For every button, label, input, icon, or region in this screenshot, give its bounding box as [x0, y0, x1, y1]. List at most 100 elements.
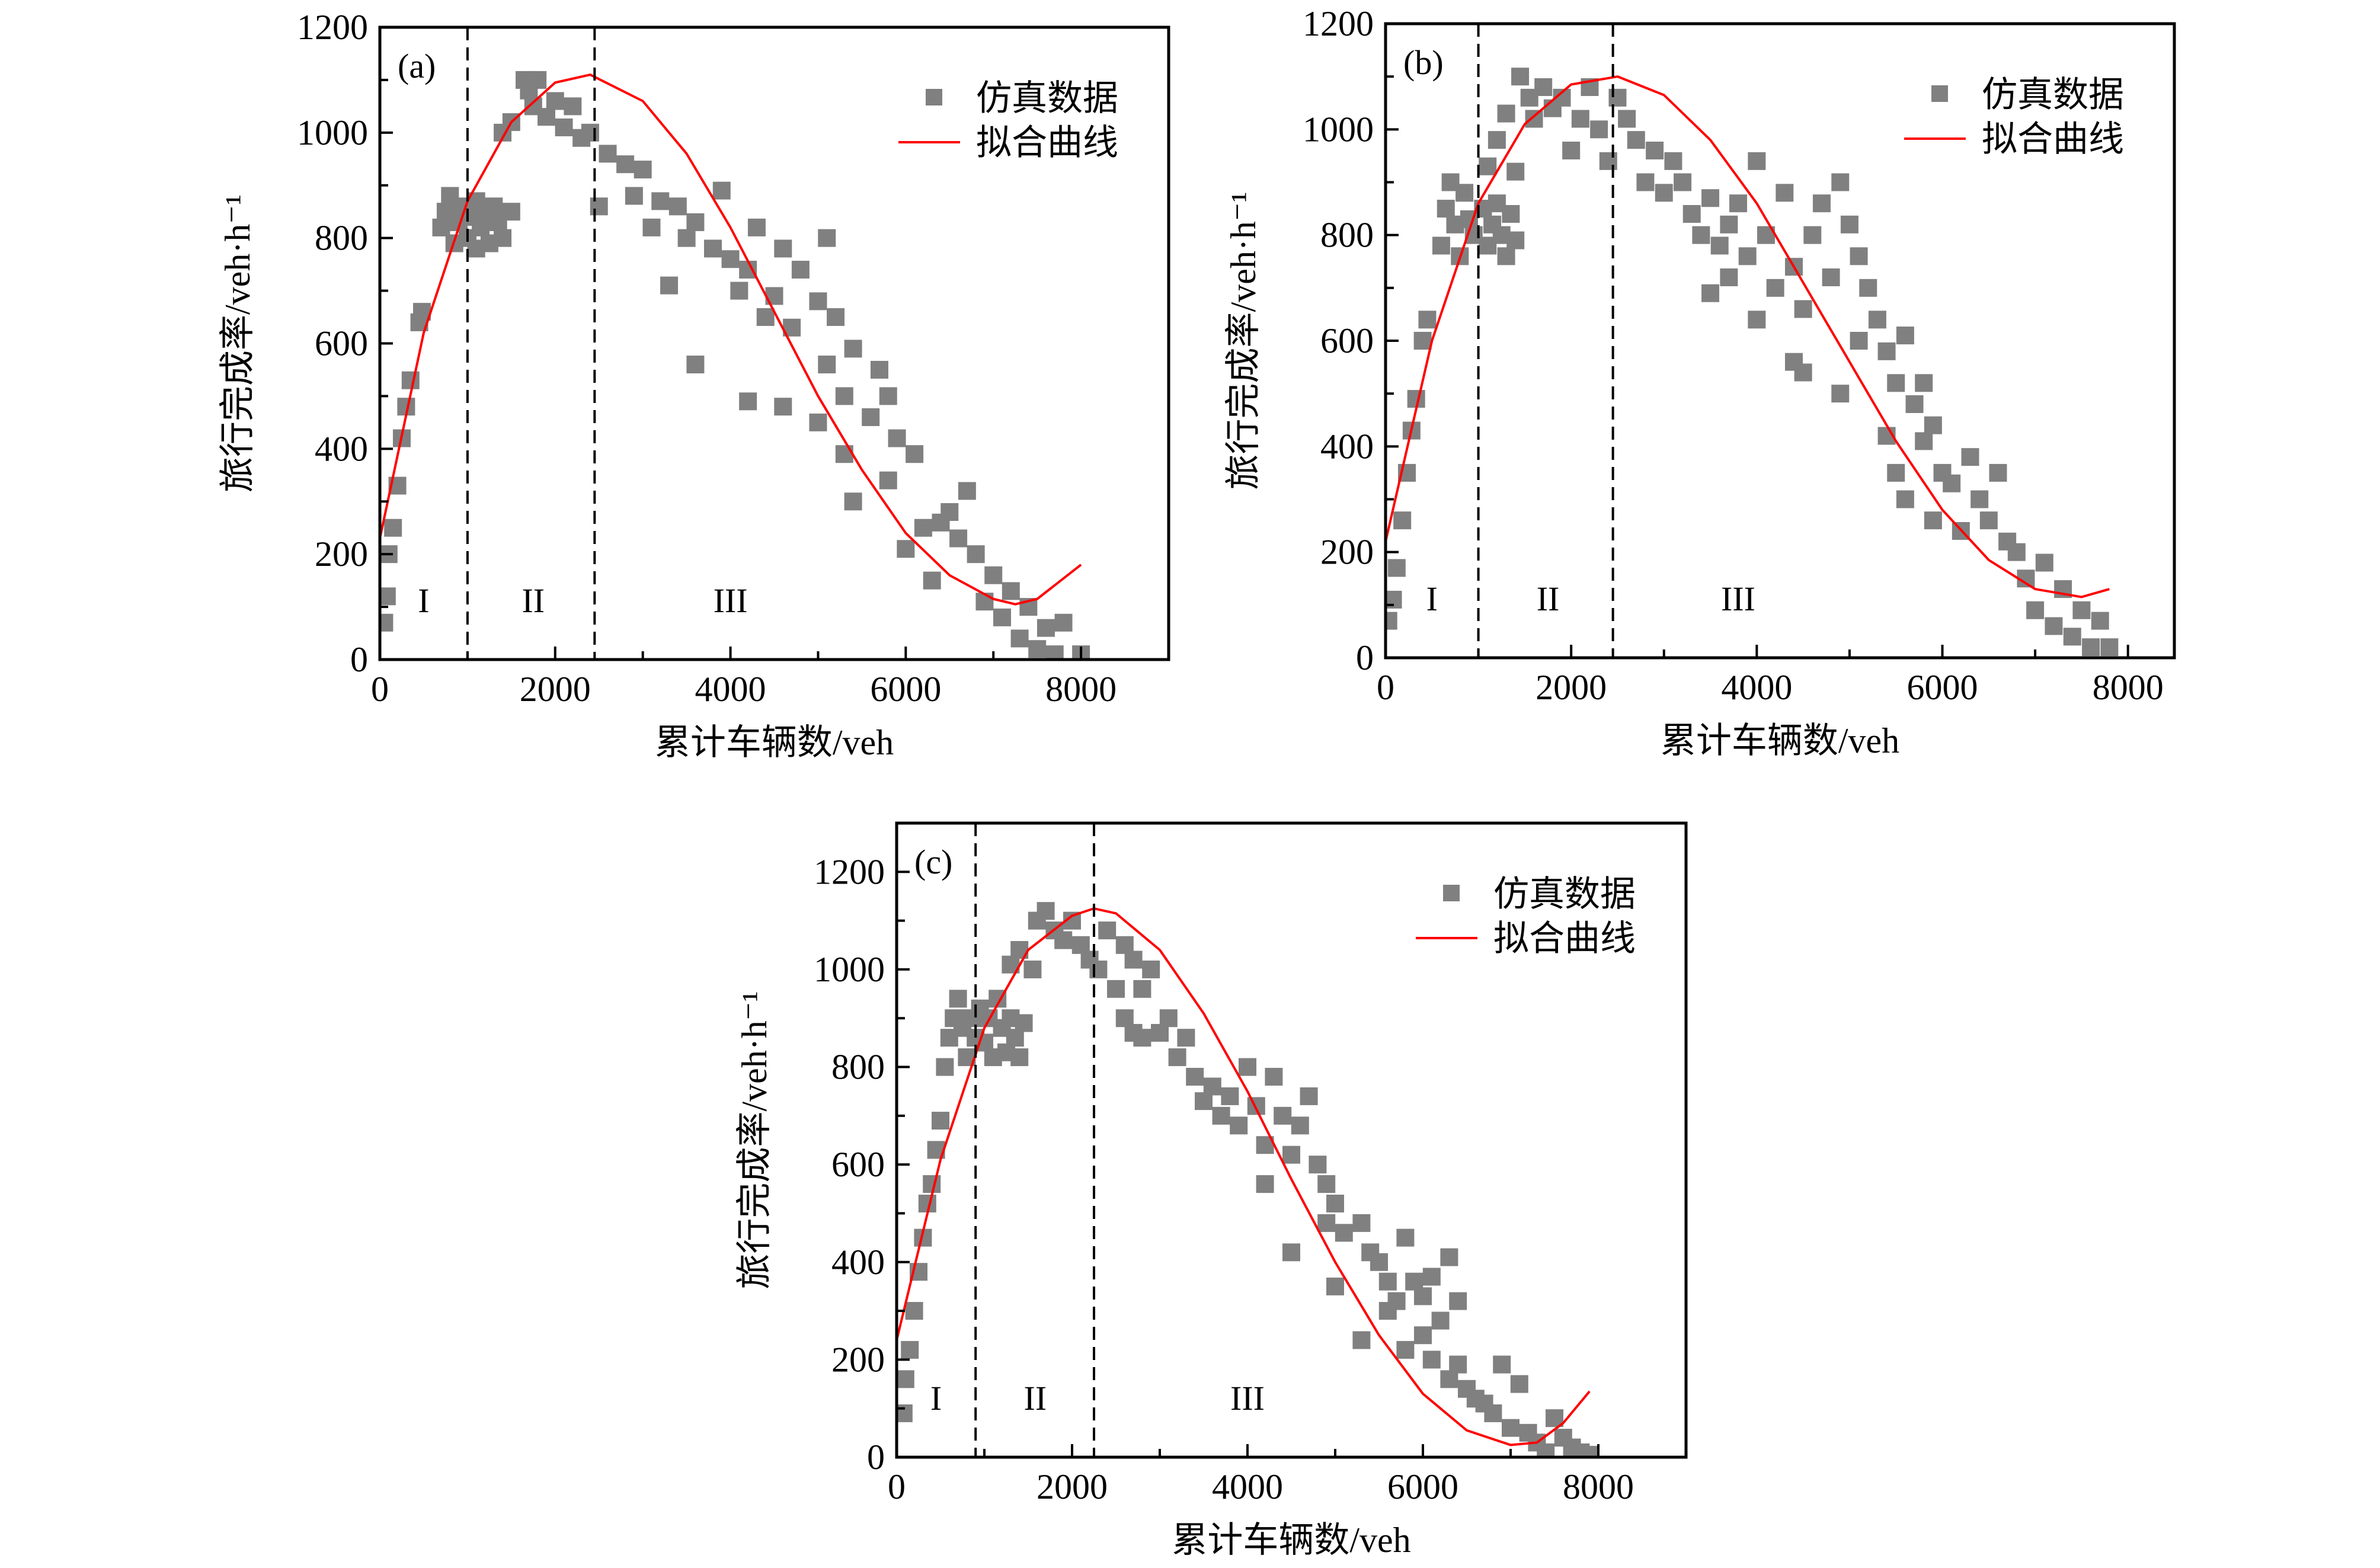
scatter-point — [1413, 332, 1432, 350]
scatter-point — [712, 181, 731, 200]
scatter-point — [1970, 490, 1989, 508]
scatter-point — [1177, 1029, 1195, 1047]
scatter-point — [1326, 1195, 1344, 1212]
x-tick-label: 8000 — [1045, 670, 1117, 709]
region-label: III — [1721, 580, 1755, 618]
scatter-point — [2035, 553, 2053, 572]
scatter-point — [967, 545, 985, 564]
y-tick-label: 200 — [1320, 533, 1374, 572]
region-label: II — [522, 581, 545, 620]
panel-label: (c) — [914, 843, 952, 881]
scatter-point — [1887, 463, 1905, 482]
fit-curve — [380, 73, 1082, 606]
scatter-point — [1300, 1087, 1318, 1105]
scatter-point — [384, 519, 402, 537]
scatter-point — [941, 503, 959, 521]
scatter-point — [564, 97, 582, 116]
scatter-point — [1133, 1029, 1151, 1047]
scatter-point — [1608, 88, 1627, 107]
scatter-point — [1107, 980, 1125, 998]
y-tick-label: 1000 — [297, 113, 368, 152]
scatter-point — [835, 387, 853, 405]
x-tick-label: 4000 — [695, 670, 766, 709]
scatter-point — [1924, 416, 1942, 434]
scatter-point — [1037, 619, 1055, 637]
scatter-point — [1317, 1214, 1336, 1232]
scatter-point — [1282, 1145, 1300, 1164]
scatter-point — [1502, 1419, 1520, 1437]
region-label: I — [418, 581, 429, 620]
legend-label-fit: 拟合曲线 — [1982, 120, 2124, 159]
scatter-point — [809, 292, 827, 311]
scatter-point — [1905, 395, 1924, 413]
scatter-point — [1124, 951, 1143, 969]
scatter-point — [1387, 559, 1406, 577]
scatter-point — [1655, 184, 1673, 202]
scatter-point — [686, 356, 705, 374]
scatter-point — [1291, 1116, 1309, 1135]
scatter-point — [2100, 638, 2119, 657]
y-tick-label: 0 — [1356, 638, 1374, 677]
scatter-point — [1239, 1058, 1256, 1076]
legend-marker-scatter — [926, 89, 942, 105]
scatter-point — [1449, 1292, 1467, 1310]
y-tick-label: 1200 — [1303, 4, 1374, 43]
scatter-point — [1440, 1248, 1458, 1266]
scatter-point — [1850, 247, 1868, 265]
scatter-point — [949, 990, 967, 1008]
fit-curve — [897, 907, 1591, 1447]
scatter-point — [1370, 1253, 1388, 1271]
scatter-point — [1256, 1175, 1274, 1193]
x-tick-label: 2000 — [1037, 1467, 1108, 1506]
scatter-point — [905, 1302, 923, 1320]
scatter-point — [1282, 1243, 1300, 1262]
x-tick-label: 2000 — [1536, 668, 1607, 707]
region-label: II — [1024, 1379, 1047, 1417]
y-tick-label: 1000 — [1303, 110, 1374, 149]
scatter-point — [1352, 1214, 1371, 1232]
y-tick-label: 0 — [867, 1438, 885, 1477]
scatter-point — [827, 308, 845, 327]
y-tick-label: 0 — [350, 640, 368, 679]
scatter-point — [546, 92, 564, 110]
x-tick-label: 0 — [371, 670, 389, 709]
scatter-point — [1840, 215, 1858, 233]
legend-marker-scatter — [1443, 885, 1460, 901]
scatter-point — [1422, 1351, 1441, 1369]
scatter-point — [2026, 601, 2045, 619]
scatter-point — [1896, 327, 1914, 345]
scatter-point — [844, 340, 862, 358]
scatter-point — [1664, 152, 1682, 170]
scatter-point — [897, 1370, 914, 1388]
plot-area — [897, 902, 1599, 1457]
region-label: I — [930, 1379, 942, 1417]
scatter-point — [1877, 342, 1896, 360]
scatter-point — [1186, 1068, 1204, 1086]
y-tick-label: 600 — [831, 1145, 885, 1184]
scatter-point — [774, 239, 792, 258]
y-tick-label: 400 — [315, 429, 368, 468]
scatter-point — [2063, 628, 2081, 646]
scatter-point — [555, 118, 573, 136]
scatter-point — [634, 161, 652, 179]
legend-marker-scatter — [1931, 85, 1948, 102]
scatter-point — [1989, 463, 2007, 482]
scatter-point — [1506, 231, 1525, 249]
scatter-point — [1274, 1106, 1292, 1125]
scatter-point — [472, 218, 490, 236]
scatter-point — [906, 445, 924, 463]
scatter-point — [993, 608, 1012, 626]
legend-label-scatter: 仿真数据 — [1982, 75, 2124, 114]
scatter-point — [1692, 226, 1710, 244]
scatter-point — [1386, 612, 1397, 630]
scatter-point — [818, 356, 836, 374]
scatter-point — [1859, 279, 1877, 297]
scatter-point — [1393, 511, 1412, 530]
scatter-point — [1831, 173, 1850, 191]
scatter-point — [1502, 205, 1520, 223]
scatter-point — [984, 566, 1003, 584]
y-tick-label: 1200 — [297, 8, 368, 47]
